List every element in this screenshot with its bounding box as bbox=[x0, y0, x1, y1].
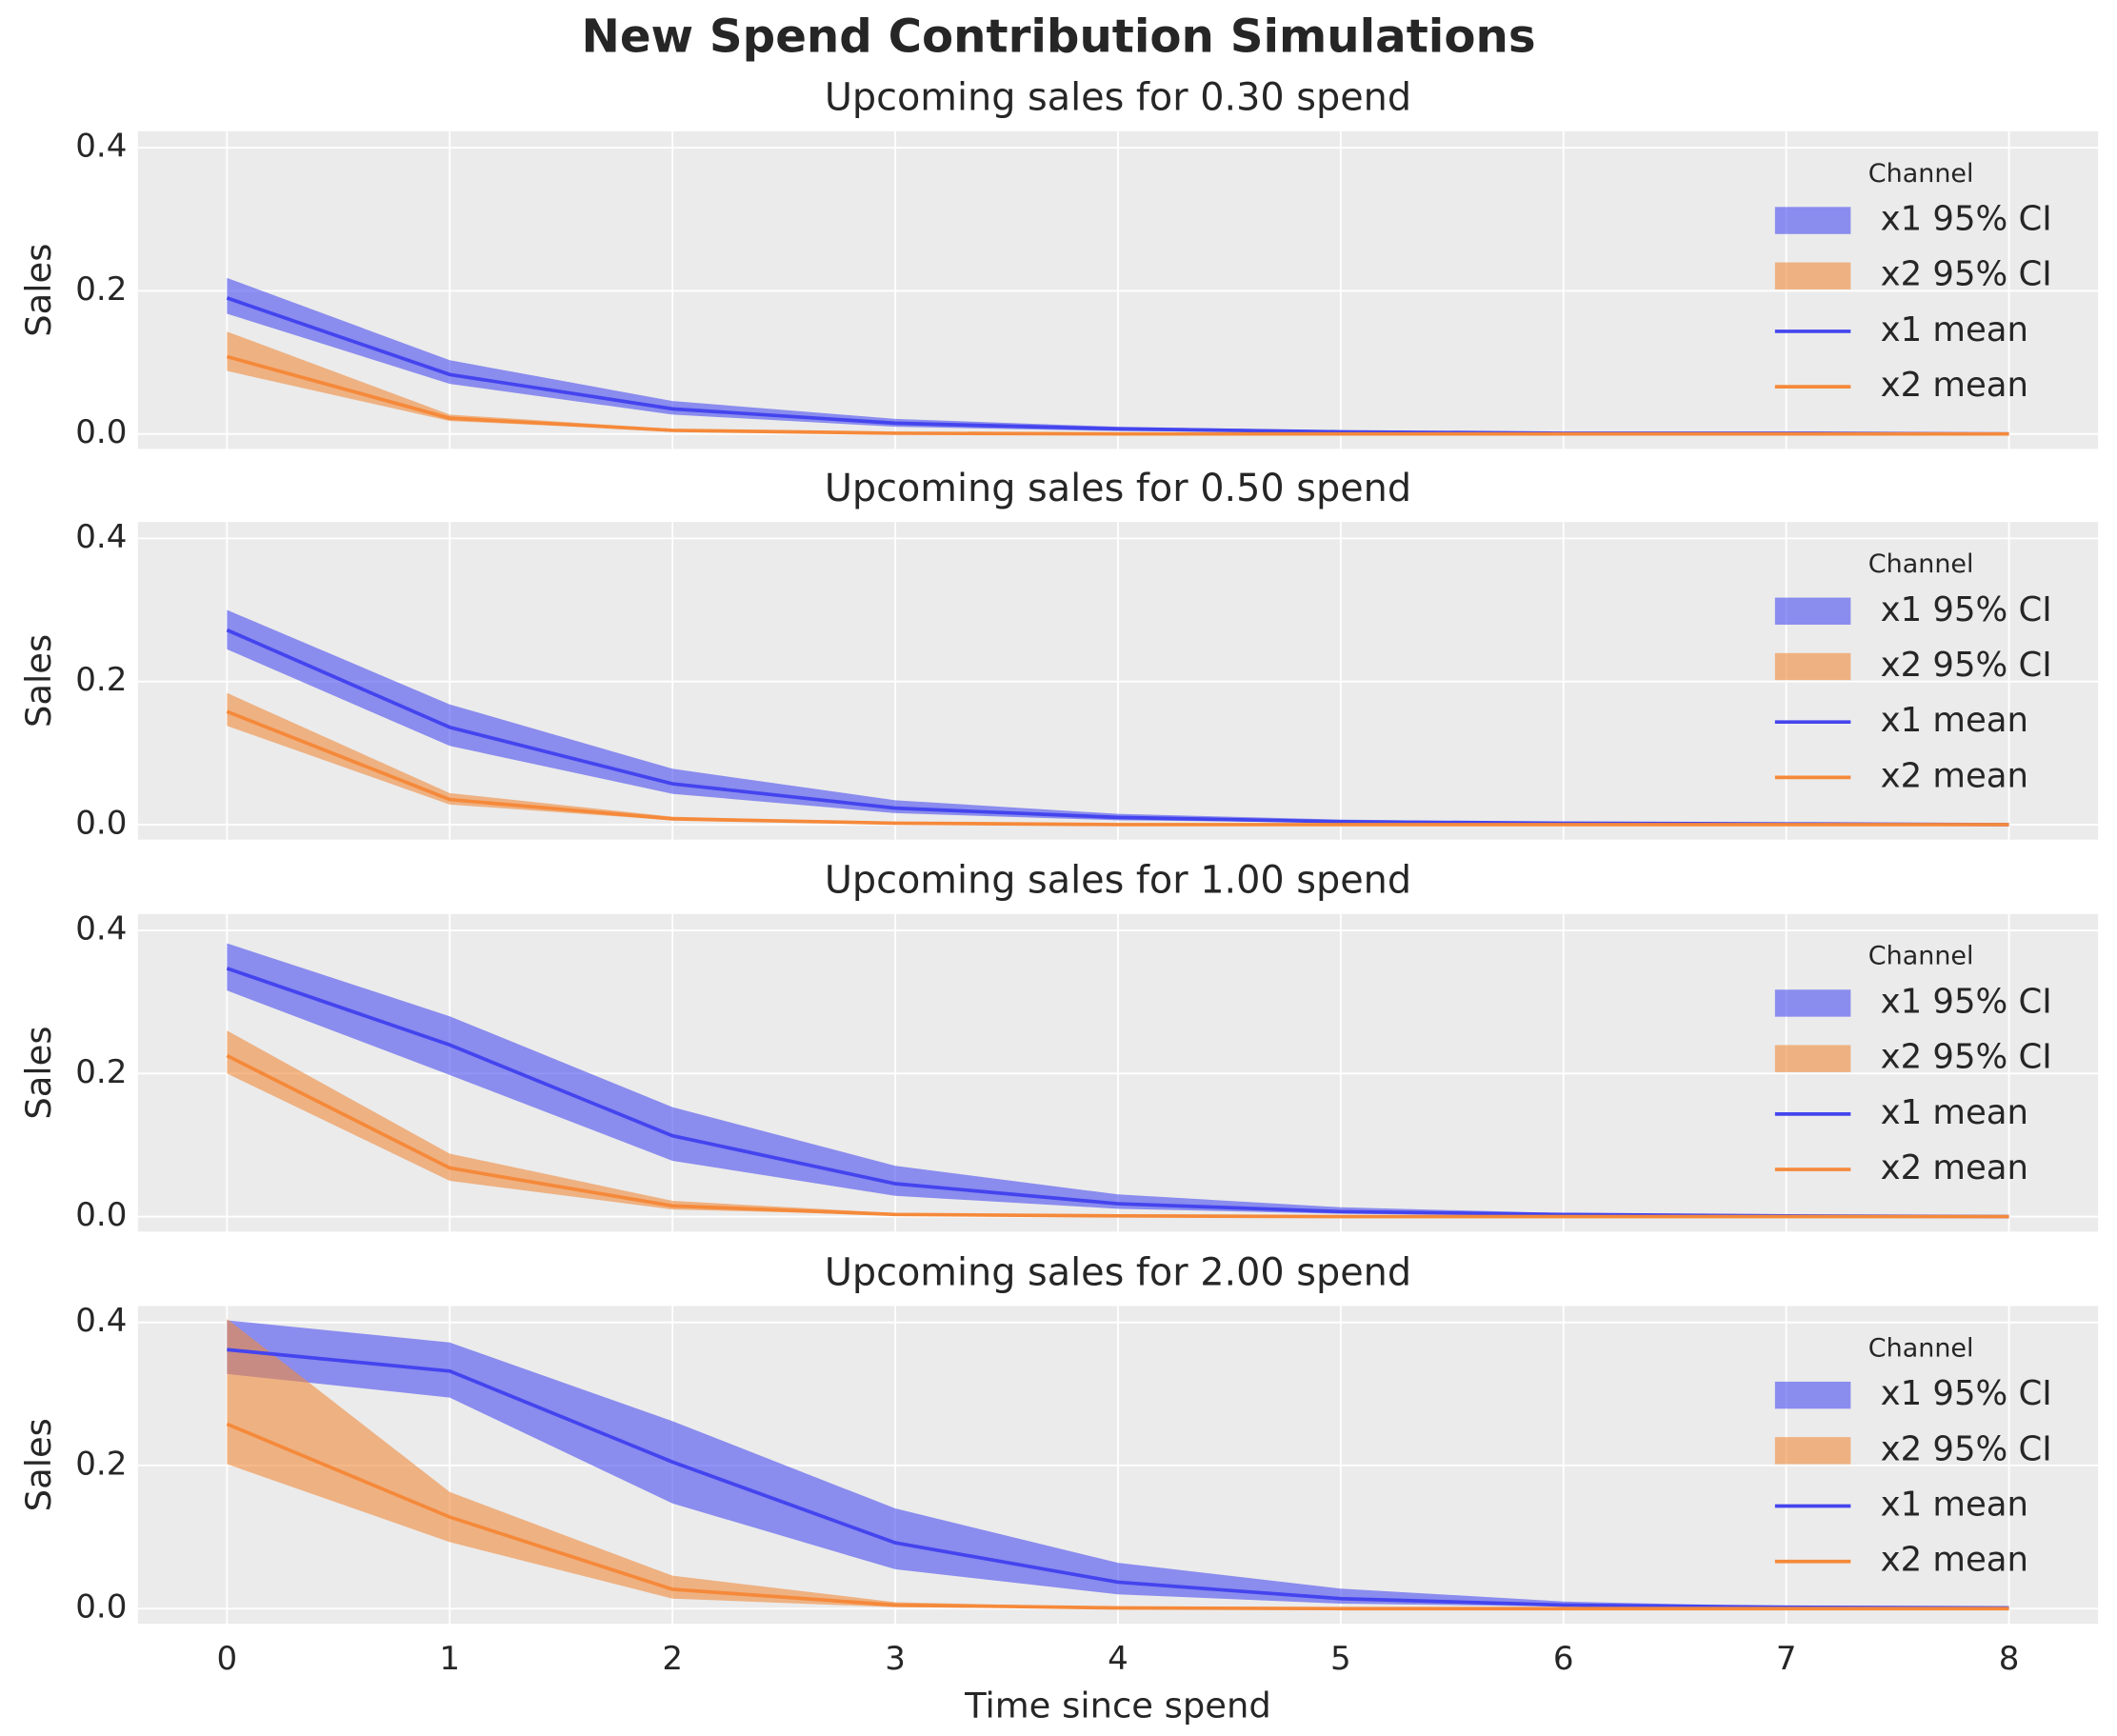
mean-line bbox=[226, 709, 2009, 827]
legend-label: x1 95% CI bbox=[1881, 1374, 2052, 1413]
legend-patch bbox=[1774, 597, 1851, 625]
legend-label: x1 95% CI bbox=[1881, 200, 2052, 239]
y-tick-label: 0.4 bbox=[75, 1302, 127, 1340]
x-tick-label: 0 bbox=[217, 1640, 238, 1678]
y-tick-label: 0.2 bbox=[75, 661, 127, 699]
subplot-title: Upcoming sales for 0.50 spend bbox=[825, 467, 1411, 510]
x-axis-label: Time since spend bbox=[964, 1686, 1271, 1726]
legend-patch bbox=[1774, 207, 1851, 234]
legend-patch bbox=[1774, 1045, 1851, 1072]
legend-label: x1 mean bbox=[1881, 310, 2028, 349]
mean-line bbox=[226, 1053, 2009, 1219]
legend-label: x1 mean bbox=[1881, 1486, 2028, 1525]
mean-line bbox=[226, 1422, 2009, 1611]
subplot-title: Upcoming sales for 1.00 spend bbox=[825, 859, 1411, 903]
legend-label: x2 95% CI bbox=[1881, 646, 2052, 685]
ci-band bbox=[227, 1320, 2009, 1609]
legend-title: Channel bbox=[1868, 549, 1974, 579]
legend-label: x2 mean bbox=[1881, 756, 2028, 795]
y-tick-label: 0.0 bbox=[75, 1588, 127, 1626]
legend-patch bbox=[1774, 1437, 1851, 1465]
legend-patch bbox=[1774, 652, 1851, 681]
subplot-title: Upcoming sales for 2.00 spend bbox=[825, 1250, 1411, 1294]
legend-label: x2 95% CI bbox=[1881, 1429, 2052, 1468]
legend-patch bbox=[1774, 989, 1851, 1017]
y-tick-label: 0.2 bbox=[75, 270, 127, 309]
figure-title: New Spend Contribution Simulations bbox=[581, 10, 1535, 63]
legend-label: x2 95% CI bbox=[1881, 255, 2052, 294]
legend-title: Channel bbox=[1868, 159, 1974, 189]
x-tick-label: 2 bbox=[662, 1640, 683, 1678]
legend-label: x2 mean bbox=[1881, 1541, 2028, 1580]
legend-label: x1 95% CI bbox=[1881, 590, 2052, 629]
x-tick-label: 6 bbox=[1553, 1640, 1574, 1678]
y-axis-label: Sales bbox=[18, 1418, 59, 1511]
ci-band bbox=[227, 609, 2009, 825]
ci-band bbox=[227, 943, 2009, 1217]
legend-patch bbox=[1774, 262, 1851, 289]
x-tick-label: 8 bbox=[1999, 1640, 2020, 1678]
y-axis-label: Sales bbox=[18, 634, 59, 728]
x-tick-label: 7 bbox=[1776, 1640, 1797, 1678]
y-tick-label: 0.4 bbox=[75, 910, 127, 948]
legend-label: x2 mean bbox=[1881, 1148, 2028, 1187]
y-tick-label: 0.0 bbox=[75, 1196, 127, 1234]
mean-line bbox=[226, 354, 2009, 436]
y-tick-label: 0.2 bbox=[75, 1445, 127, 1483]
y-tick-label: 0.0 bbox=[75, 413, 127, 451]
legend-label: x1 mean bbox=[1881, 1093, 2028, 1132]
legend-label: x2 mean bbox=[1881, 366, 2028, 405]
legend-title: Channel bbox=[1868, 1333, 1974, 1363]
x-tick-label: 3 bbox=[885, 1640, 906, 1678]
legend-title: Channel bbox=[1868, 942, 1974, 971]
legend-patch bbox=[1774, 1381, 1851, 1409]
legend-label: x2 95% CI bbox=[1881, 1038, 2052, 1077]
y-tick-label: 0.4 bbox=[75, 128, 127, 166]
y-axis-label: Sales bbox=[18, 244, 59, 337]
y-tick-label: 0.0 bbox=[75, 804, 127, 842]
x-tick-label: 5 bbox=[1330, 1640, 1351, 1678]
legend-label: x1 95% CI bbox=[1881, 982, 2052, 1021]
mean-line bbox=[227, 1347, 2009, 1610]
legend-label: x1 mean bbox=[1881, 701, 2028, 740]
y-tick-label: 0.2 bbox=[75, 1053, 127, 1091]
y-axis-label: Sales bbox=[18, 1026, 59, 1119]
subplot-title: Upcoming sales for 0.30 spend bbox=[825, 76, 1411, 120]
y-tick-label: 0.4 bbox=[75, 518, 127, 556]
x-tick-label: 4 bbox=[1108, 1640, 1128, 1678]
x-tick-label: 1 bbox=[439, 1640, 460, 1678]
